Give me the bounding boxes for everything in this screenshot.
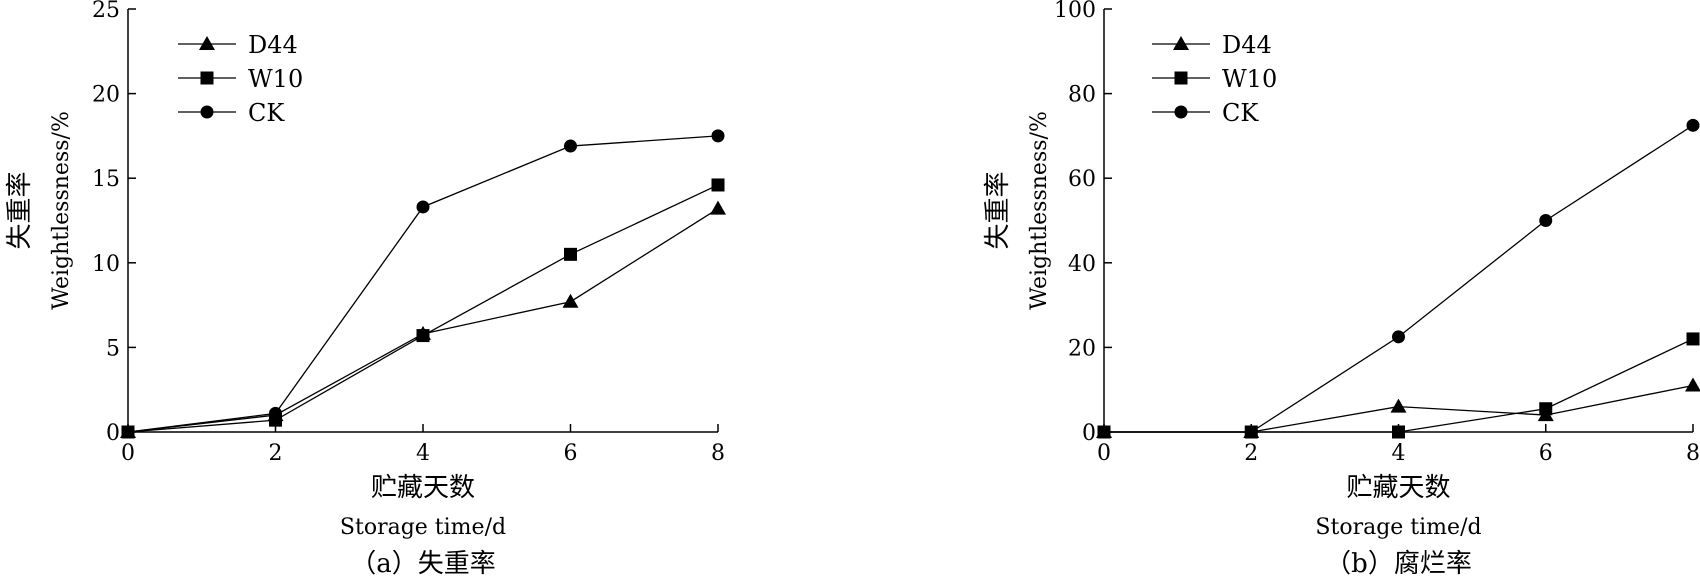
legend-marker-d44 <box>1173 36 1189 50</box>
legend: D44 W10 CK <box>178 31 303 127</box>
data-point-ck <box>416 200 430 214</box>
panel-caption: （b）腐烂率 <box>1325 549 1472 579</box>
data-point-ck <box>1686 118 1700 132</box>
series-ck <box>1097 118 1700 439</box>
legend-marker-w10 <box>1174 71 1188 85</box>
x-tick-label: 2 <box>269 441 283 466</box>
data-point-w10 <box>1539 402 1553 416</box>
y-tick-label: 80 <box>1068 83 1096 108</box>
y-tick-label: 0 <box>1082 421 1096 446</box>
x-tick-label: 0 <box>121 441 135 466</box>
x-axis-title-cn: 贮藏天数 <box>371 473 475 503</box>
x-tick-label: 8 <box>1686 441 1700 466</box>
series-w10 <box>121 178 725 439</box>
x-tick-label: 6 <box>564 441 578 466</box>
data-point-w10 <box>1392 425 1405 439</box>
series-line-ck <box>1104 124 1694 433</box>
y-tick-label: 0 <box>106 421 120 446</box>
y-tick-label: 10 <box>92 252 120 277</box>
y-tick-label: 100 <box>1054 0 1096 23</box>
y-axis-title-cn: 失重率 <box>5 171 35 249</box>
y-tick-label: 25 <box>92 0 120 23</box>
data-point-ck <box>121 425 135 439</box>
y-axis-title-cn: 失重率 <box>983 171 1013 249</box>
y-axis-title-en: Weightlessness/% <box>49 111 74 310</box>
y-tick-label: 60 <box>1068 167 1096 192</box>
data-point-ck <box>564 139 577 153</box>
data-point-d44 <box>710 200 726 215</box>
legend-label-ck: CK <box>1222 99 1259 127</box>
x-tick-label: 2 <box>1244 441 1258 466</box>
chart-panel-b: 0 20 40 60 80 100 0 2 4 6 8 贮藏天数 Storage time/d （b）腐烂… <box>983 0 1700 579</box>
legend-marker-d44 <box>199 36 215 50</box>
y-tick-label: 20 <box>1068 336 1096 361</box>
series-w10 <box>1097 332 1700 439</box>
legend-marker-ck <box>1174 105 1188 119</box>
data-point-w10 <box>711 178 725 192</box>
y-tick-label: 40 <box>1068 252 1096 277</box>
series-line-w10 <box>1104 338 1694 433</box>
legend-label-w10: W10 <box>248 65 303 93</box>
panel-caption: （a）失重率 <box>350 549 496 579</box>
data-point-d44 <box>1390 398 1407 413</box>
legend-label-ck: CK <box>248 99 285 127</box>
series-line-d44 <box>127 208 719 433</box>
x-axis-title-cn: 贮藏天数 <box>1346 473 1450 503</box>
legend: D44 W10 CK <box>1152 31 1277 127</box>
y-axis-title-en: Weightlessness/% <box>1027 111 1052 310</box>
x-tick-label: 0 <box>1097 441 1111 466</box>
series-line-ck <box>127 135 719 433</box>
data-point-w10 <box>416 329 430 343</box>
legend-label-d44: D44 <box>248 31 298 59</box>
x-tick-label: 6 <box>1539 441 1553 466</box>
legend-marker-w10 <box>200 71 214 85</box>
data-point-ck <box>269 406 282 420</box>
chart-panel-a: 0 5 10 15 20 25 0 2 4 6 8 贮藏天数 Storage time/d （a）失重率 失… <box>5 0 726 579</box>
x-axis-title-en: Storage time/d <box>340 515 506 540</box>
series-line-w10 <box>127 184 719 433</box>
y-tick-label: 15 <box>92 167 120 192</box>
legend-marker-ck <box>200 105 214 119</box>
y-tick-label: 5 <box>106 336 120 361</box>
x-axis-title-en: Storage time/d <box>1315 515 1481 540</box>
data-point-d44 <box>1685 377 1700 392</box>
data-point-ck <box>1539 214 1553 227</box>
legend-label-w10: W10 <box>1222 65 1277 93</box>
x-tick-label: 8 <box>711 441 725 466</box>
data-point-d44 <box>562 293 579 308</box>
x-tick-label: 4 <box>1392 441 1406 466</box>
data-point-w10 <box>1686 332 1700 346</box>
data-point-ck <box>1392 330 1405 344</box>
data-point-ck <box>711 129 725 143</box>
x-tick-label: 4 <box>416 441 430 466</box>
data-point-ck <box>1097 425 1111 439</box>
data-point-w10 <box>564 247 577 261</box>
series-d44 <box>120 200 726 438</box>
series-ck <box>121 129 725 439</box>
legend-label-d44: D44 <box>1222 31 1272 59</box>
data-point-ck <box>1244 425 1258 439</box>
y-tick-label: 20 <box>92 83 120 108</box>
